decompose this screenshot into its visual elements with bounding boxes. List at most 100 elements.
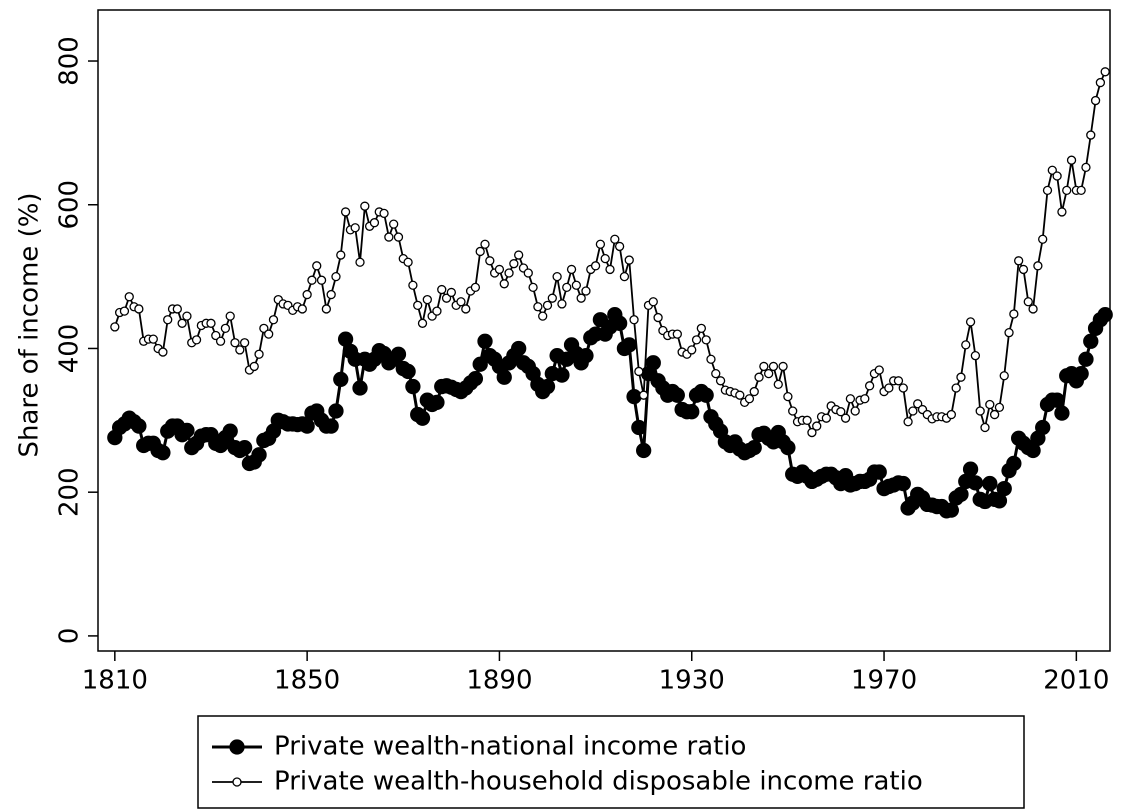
series-marker xyxy=(429,394,445,411)
series-marker xyxy=(1023,297,1033,307)
y-tick-label: 0 xyxy=(55,628,85,645)
series-marker xyxy=(393,232,404,242)
series-marker xyxy=(239,338,250,348)
y-tick-label: 400 xyxy=(55,324,85,374)
series-marker xyxy=(131,418,147,434)
series-marker xyxy=(821,413,832,423)
series-marker xyxy=(996,480,1012,497)
series-marker xyxy=(845,394,856,404)
series-marker xyxy=(989,409,1000,420)
series-marker xyxy=(475,246,485,257)
series-marker xyxy=(236,439,253,456)
series-marker xyxy=(1014,256,1024,266)
series-marker xyxy=(504,268,514,278)
series-marker xyxy=(691,335,702,345)
legend-label: Private wealth-household disposable inco… xyxy=(274,767,923,797)
series-marker xyxy=(554,367,570,383)
series-marker xyxy=(312,261,322,271)
y-tick-label: 200 xyxy=(55,467,85,517)
series-marker xyxy=(400,363,416,380)
series-marker xyxy=(441,293,452,303)
series-marker xyxy=(629,315,639,325)
series-marker xyxy=(307,275,317,285)
series-marker xyxy=(1047,165,1057,175)
series-marker xyxy=(735,390,745,400)
series-marker xyxy=(403,257,413,267)
series-marker xyxy=(669,387,685,403)
series-marker xyxy=(1076,185,1086,196)
series-marker xyxy=(499,279,509,289)
series-marker xyxy=(571,280,582,290)
series-marker xyxy=(590,261,601,271)
series-marker xyxy=(350,223,360,233)
series-marker xyxy=(355,257,365,267)
series-marker xyxy=(523,268,533,278)
series-marker xyxy=(480,239,490,249)
series-marker xyxy=(477,333,493,349)
x-tick-label: 1850 xyxy=(274,666,340,696)
series-marker xyxy=(1081,162,1091,173)
series-marker xyxy=(624,255,634,265)
series-marker xyxy=(764,368,774,379)
series-marker xyxy=(333,371,349,388)
series-marker xyxy=(967,475,984,491)
series-marker xyxy=(600,253,610,264)
series-marker xyxy=(297,304,307,314)
series-marker xyxy=(437,284,447,295)
series-marker xyxy=(566,264,577,275)
series-marker xyxy=(422,294,432,305)
series-marker xyxy=(970,351,981,361)
series-marker xyxy=(1009,309,1019,319)
series-marker xyxy=(684,404,700,420)
series-marker xyxy=(746,439,762,456)
series-marker xyxy=(547,293,557,303)
series-marker xyxy=(405,378,421,395)
series-marker xyxy=(552,271,562,282)
series-marker xyxy=(472,356,488,372)
series-marker xyxy=(864,381,875,391)
series-marker xyxy=(715,376,726,386)
series-marker xyxy=(893,376,904,386)
series-marker xyxy=(539,378,556,395)
series-marker xyxy=(533,302,543,312)
series-marker xyxy=(619,271,630,282)
series-marker xyxy=(780,439,796,456)
series-marker xyxy=(1066,155,1077,165)
series-marker xyxy=(470,282,481,293)
series-marker xyxy=(1049,392,1065,408)
series-marker xyxy=(321,304,332,314)
series-marker xyxy=(316,275,327,285)
series-marker xyxy=(645,355,661,371)
series-marker xyxy=(874,365,884,375)
series-marker xyxy=(384,232,394,242)
series-marker xyxy=(177,318,187,328)
series-marker xyxy=(698,387,714,403)
series-marker xyxy=(759,361,769,372)
series-marker xyxy=(414,410,431,426)
series-marker xyxy=(172,304,182,314)
series-marker xyxy=(980,422,990,433)
series-marker xyxy=(496,369,512,385)
series-marker xyxy=(206,318,216,328)
series-marker xyxy=(1006,455,1022,472)
series-marker xyxy=(542,300,553,310)
series-marker xyxy=(913,399,923,409)
series-marker xyxy=(461,304,471,314)
series-marker xyxy=(614,241,625,252)
series-marker xyxy=(1042,185,1053,196)
series-marker xyxy=(768,361,779,372)
series-marker xyxy=(812,421,822,431)
series-marker xyxy=(908,406,918,416)
series-marker xyxy=(340,207,351,217)
series-marker xyxy=(222,423,238,439)
series-marker xyxy=(975,406,985,416)
series-marker xyxy=(672,329,682,339)
series-marker xyxy=(360,201,370,211)
series-marker xyxy=(1057,207,1067,217)
series-marker xyxy=(158,347,168,357)
series-marker xyxy=(390,346,407,362)
x-tick-label: 2010 xyxy=(1043,666,1109,696)
legend-label: Private wealth-national income ratio xyxy=(274,732,746,762)
series-marker xyxy=(956,372,966,382)
series-marker xyxy=(701,335,711,345)
